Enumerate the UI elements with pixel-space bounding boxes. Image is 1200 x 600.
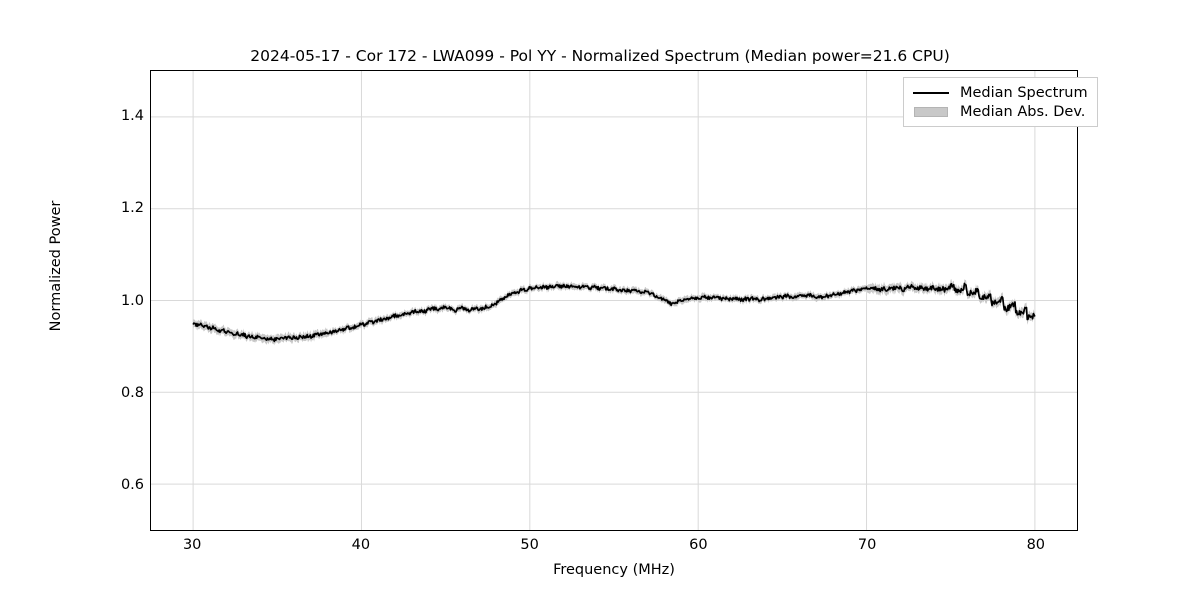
grid-layer <box>151 71 1077 530</box>
plot-canvas <box>151 71 1077 530</box>
x-tick-label: 40 <box>351 537 371 553</box>
y-tick-label: 0.8 <box>120 384 144 401</box>
median-spectrum-line <box>193 283 1035 341</box>
legend-label: Median Abs. Dev. <box>960 103 1086 120</box>
x-axis-label: Frequency (MHz) <box>553 562 675 578</box>
y-axis-ticks: 0.6 0.8 1.0 1.2 1.4 <box>94 70 144 531</box>
y-tick-label: 1.4 <box>120 108 144 125</box>
legend-item-median-abs-dev: Median Abs. Dev. <box>912 102 1088 121</box>
x-tick-label: 70 <box>857 537 877 553</box>
plot-area <box>150 70 1078 531</box>
y-axis-label: Normalized Power <box>48 200 64 332</box>
line-sample-icon <box>912 86 950 100</box>
mad-band <box>193 279 1035 346</box>
chart-title: 2024-05-17 - Cor 172 - LWA099 - Pol YY -… <box>250 47 950 65</box>
legend-label: Median Spectrum <box>960 84 1088 101</box>
legend-item-median-spectrum: Median Spectrum <box>912 83 1088 102</box>
patch-sample-icon <box>912 105 950 119</box>
x-tick-label: 30 <box>182 537 202 553</box>
legend: Median Spectrum Median Abs. Dev. <box>903 77 1098 127</box>
x-tick-label: 50 <box>520 537 539 553</box>
y-tick-label: 0.6 <box>120 476 144 493</box>
x-axis-ticks: 30 40 50 60 70 80 <box>150 537 1078 559</box>
x-tick-label: 80 <box>1026 537 1046 553</box>
x-tick-label: 60 <box>689 537 708 553</box>
y-tick-label: 1.0 <box>120 292 144 309</box>
y-tick-label: 1.2 <box>120 200 144 217</box>
